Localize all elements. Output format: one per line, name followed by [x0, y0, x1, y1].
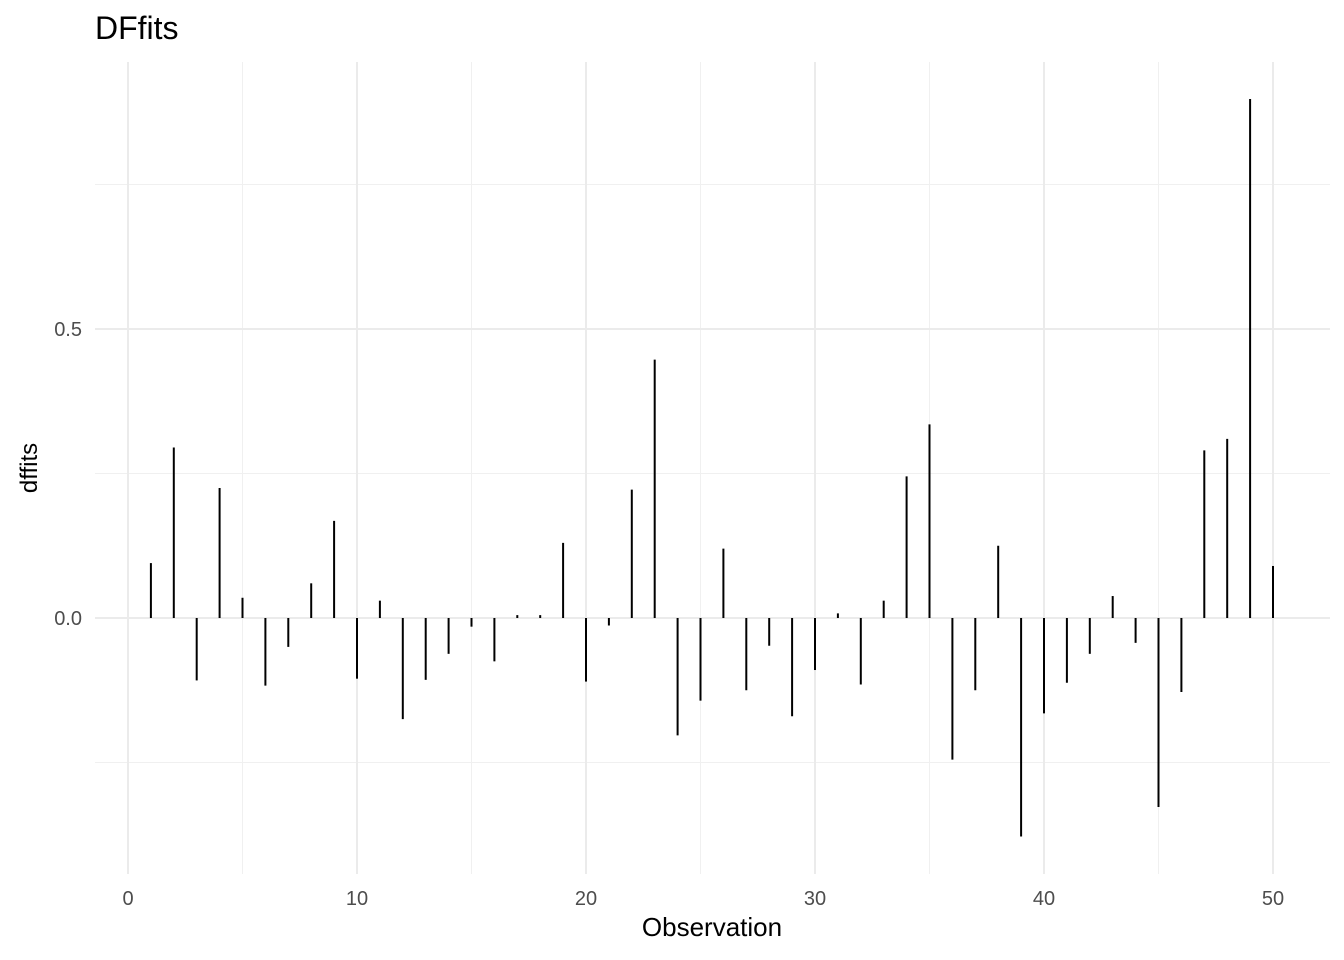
x-axis-label: Observation — [641, 912, 783, 942]
tick-labels: 0 10 20 30 40 50 0.0 0.5 — [54, 319, 1284, 910]
x-tick-label: 50 — [1262, 888, 1284, 910]
y-tick-label: 0.5 — [54, 319, 82, 341]
x-tick-label: 30 — [804, 888, 826, 910]
x-tick-label: 40 — [1033, 888, 1055, 910]
chart-title: DFfits — [95, 10, 179, 46]
x-tick-label: 20 — [575, 888, 597, 910]
grid-lines — [95, 62, 1330, 874]
y-tick-label: 0.0 — [54, 608, 82, 630]
x-tick-label: 10 — [346, 888, 368, 910]
x-tick-label: 0 — [122, 888, 133, 910]
dffits-bars — [149, 98, 1274, 837]
